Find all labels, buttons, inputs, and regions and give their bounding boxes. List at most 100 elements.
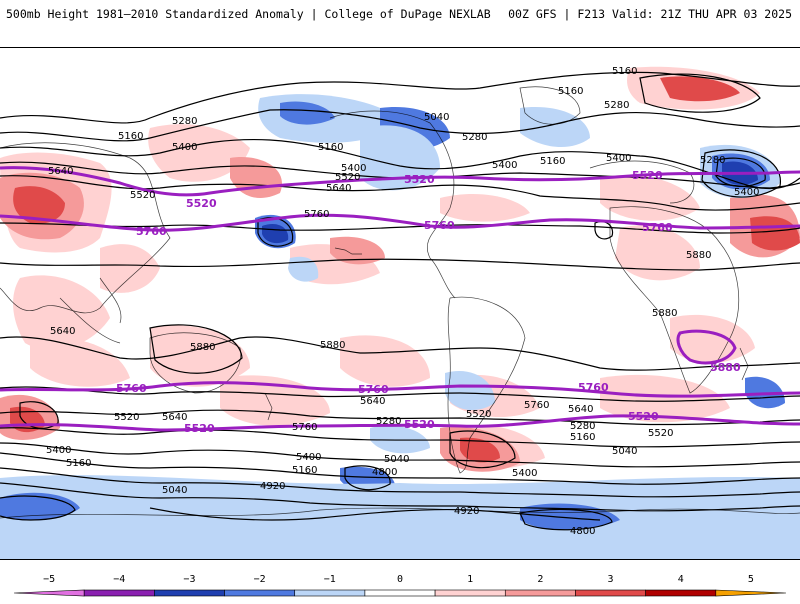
coast-australia [149, 332, 242, 394]
anomaly-pos-s-africa [670, 314, 755, 363]
label-5520-4: 5520 [466, 409, 491, 420]
colorbar-tick-label: 0 [397, 574, 403, 585]
label-5520-1: 5520 [335, 172, 360, 183]
label-5160-8: 5160 [570, 432, 595, 443]
label-5400-8: 5400 [512, 468, 537, 479]
bold-label-5760-6: 5760 [578, 381, 609, 394]
anomaly-pos-npac [230, 157, 282, 198]
label-5760-2: 5760 [524, 400, 549, 411]
anomaly-pos-seasia [13, 275, 110, 350]
coast-greenland [519, 86, 581, 125]
label-5040-1: 5040 [424, 112, 449, 123]
label-5160-7: 5160 [292, 465, 317, 476]
bold-label-5880-1: 5880 [710, 361, 741, 374]
label-5160-4: 5160 [318, 142, 343, 153]
label-5760-1: 5760 [304, 209, 329, 220]
label-5160-3: 5160 [118, 131, 143, 142]
colorbar-tick-label: 4 [678, 574, 684, 585]
bold-label-5760-5: 5760 [358, 383, 389, 396]
header: 500mb Height 1981–2010 Standardized Anom… [0, 0, 800, 28]
label-5400-6: 5400 [46, 445, 71, 456]
anomaly-pos-indian [30, 337, 130, 387]
bold-label-5520-3: 5520 [632, 169, 663, 182]
anomaly-pos-australia [150, 325, 250, 387]
contour-5400-south [0, 442, 800, 468]
coast-south-america [447, 296, 526, 474]
colorbar-tick-label: 5 [748, 574, 754, 585]
label-5280-3: 5280 [462, 132, 487, 143]
label-4920-2: 4920 [454, 506, 479, 517]
label-5400-3: 5400 [606, 153, 631, 164]
contour-closed-high-arctic [639, 73, 761, 113]
anomaly-pos-hawaii [330, 236, 385, 265]
colorbar-segment [645, 589, 717, 597]
coast-europe [589, 160, 695, 204]
contour-5760-south [0, 386, 800, 402]
label-5160-1: 5160 [612, 66, 637, 77]
label-5640-5: 5640 [568, 404, 593, 415]
anomaly-pos-cape-horn-core [460, 437, 500, 463]
anomaly-neg-hudson [520, 107, 590, 148]
colorbar-tick-label: −3 [183, 574, 195, 585]
colorbar-tick-label: −2 [254, 574, 266, 585]
map-title: 500mb Height 1981–2010 Standardized Anom… [6, 7, 491, 21]
contour-closed-australia [149, 324, 243, 374]
colorbar-graphic: −5 −4 −3 −2 −1 0 1 2 3 4 5 [13, 574, 787, 597]
label-5160-2: 5160 [558, 86, 583, 97]
colorbar-segment [575, 589, 646, 597]
contour-4800-closed-w [0, 495, 76, 521]
label-5640-1: 5640 [326, 183, 351, 194]
bold-label-5760-4: 5760 [116, 382, 147, 395]
label-5280-6: 5280 [570, 421, 595, 432]
contour-closed-low-scand-inner [715, 157, 766, 187]
coast-se-asia [59, 277, 122, 344]
coast-north-america [329, 110, 456, 299]
bold-label-5520-4: 5520 [184, 422, 215, 435]
colorbar-tick-label: −5 [43, 574, 55, 585]
thin-contour-labels: 5160 5160 5280 5160 5280 5400 5040 5280 … [46, 66, 759, 537]
label-5520-2: 5520 [130, 190, 155, 201]
colorbar-segment [364, 589, 436, 597]
label-5640-3: 5640 [162, 412, 187, 423]
label-4920-1: 4920 [260, 481, 285, 492]
label-5400-4: 5400 [734, 187, 759, 198]
contour-5640-south [0, 409, 800, 426]
colorbar-tick-label: −1 [324, 574, 336, 585]
anomaly-neg-canada-light [360, 125, 440, 191]
colorbar-segment [434, 589, 506, 597]
bold-label-5520-6: 5520 [628, 410, 659, 423]
contour-5520-south [0, 427, 800, 448]
anomaly-colorbar: −5 −4 −3 −2 −1 0 1 2 3 4 5 [0, 566, 800, 600]
anomaly-pos-europe [600, 174, 700, 221]
colorbar-tick-label: 1 [467, 574, 473, 585]
label-5400-7: 5400 [296, 452, 321, 463]
colorbar-segment [13, 589, 85, 597]
contour-closed-sw-indian [19, 401, 59, 429]
anomaly-pos-africa [615, 225, 700, 281]
label-5880-3: 5880 [320, 340, 345, 351]
coast-hawaii [334, 247, 362, 255]
contour-4800-closed-e [519, 508, 613, 531]
colorbar-tick-label: 3 [608, 574, 614, 585]
anomaly-pos-china [100, 244, 160, 293]
anomaly-pos-asia-strong [13, 186, 65, 224]
bold-label-5760-1: 5760 [136, 225, 167, 238]
contour-5880-south [0, 336, 800, 371]
colorbar-segment [294, 589, 366, 597]
map-panel[interactable]: 5160 5160 5280 5160 5280 5400 5040 5280 … [0, 47, 800, 560]
bold-5520-north [0, 166, 800, 197]
colorbar-tick-label: −4 [113, 574, 125, 585]
coast-eurasia [0, 142, 171, 314]
label-5520-5: 5520 [648, 428, 673, 439]
anomaly-neg-alaska-core [280, 101, 335, 125]
contour-4920-south [149, 507, 601, 521]
bold-label-5760-2: 5760 [424, 219, 455, 232]
label-5880-1: 5880 [686, 250, 711, 261]
contour-closed-low-scand [701, 149, 781, 198]
anomaly-pos-japan [148, 124, 250, 182]
bold-label-5520-1: 5520 [186, 197, 217, 210]
anomaly-pos-arctic-core [660, 76, 740, 102]
contour-5160-north [0, 71, 800, 124]
bold-label-5520-5: 5520 [404, 418, 435, 431]
colorbar-segment [83, 589, 155, 597]
